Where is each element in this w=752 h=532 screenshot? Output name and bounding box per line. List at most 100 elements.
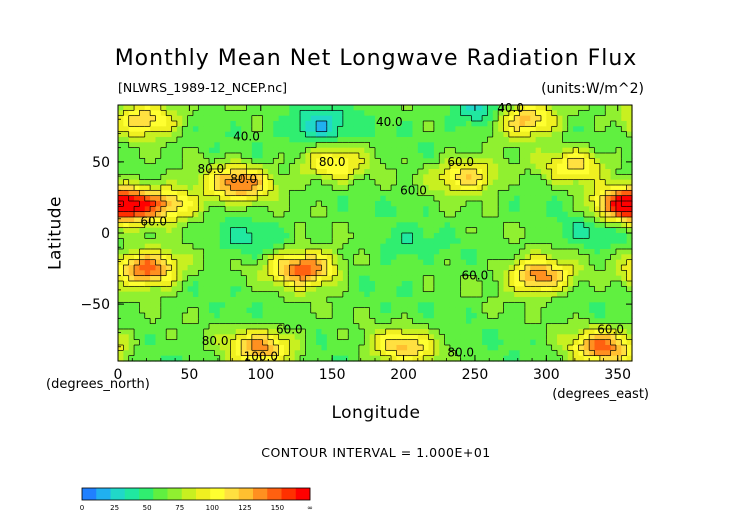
heatmap-cell	[578, 169, 585, 175]
heatmap-cell	[610, 313, 617, 319]
heatmap-cell	[283, 318, 290, 325]
heatmap-cell	[358, 243, 365, 250]
heatmap-cell	[562, 265, 569, 271]
heatmap-cell	[503, 115, 510, 122]
heatmap-cell	[134, 105, 141, 111]
heatmap-cell	[508, 307, 515, 314]
heatmap-cell	[278, 201, 285, 207]
heatmap-cell	[160, 323, 167, 330]
heatmap-cell	[257, 126, 264, 133]
heatmap-cell	[182, 275, 189, 282]
heatmap-cell	[289, 110, 296, 117]
heatmap-cell	[466, 323, 472, 330]
heatmap-cell	[283, 110, 290, 117]
heatmap-cell	[551, 105, 558, 111]
heatmap-cell	[128, 222, 135, 229]
heatmap-cell	[300, 169, 306, 175]
heatmap-cell	[396, 131, 403, 138]
heatmap-cell	[348, 126, 355, 133]
heatmap-cell	[583, 302, 590, 309]
heatmap-cell	[557, 286, 563, 293]
heatmap-cell	[123, 105, 130, 111]
heatmap-cell	[369, 297, 376, 303]
heatmap-cell	[508, 297, 515, 303]
heatmap-cell	[557, 174, 563, 181]
heatmap-cell	[487, 169, 494, 175]
heatmap-cell	[621, 254, 628, 261]
heatmap-cell	[182, 222, 189, 229]
contour-interval-label: CONTOUR INTERVAL = 1.000E+01	[261, 445, 491, 460]
heatmap-cell	[444, 291, 451, 298]
heatmap-cell	[310, 329, 317, 335]
heatmap-cell	[246, 270, 253, 277]
heatmap-cell	[316, 275, 323, 282]
heatmap-cell	[391, 110, 398, 117]
heatmap-cell	[273, 121, 280, 127]
heatmap-cell	[519, 217, 526, 223]
heatmap-cell	[305, 185, 312, 191]
heatmap-cell	[610, 318, 617, 325]
heatmap-cell	[283, 190, 290, 197]
heatmap-cell	[316, 211, 323, 218]
heatmap-cell	[567, 195, 574, 202]
heatmap-cell	[460, 174, 467, 181]
heatmap-cell	[337, 243, 344, 250]
heatmap-cell	[417, 265, 424, 271]
heatmap-cell	[321, 105, 328, 111]
heatmap-cell	[375, 147, 381, 154]
heatmap-cell	[508, 270, 515, 277]
heatmap-cell	[551, 227, 558, 234]
heatmap-cell	[198, 158, 205, 165]
heatmap-cell	[391, 355, 398, 362]
heatmap-cell	[535, 233, 542, 239]
heatmap-cell	[316, 313, 323, 319]
heatmap-cell	[267, 121, 274, 127]
heatmap-cell	[118, 323, 124, 330]
heatmap-cell	[594, 195, 601, 202]
heatmap-cell	[128, 270, 135, 277]
heatmap-cell	[283, 323, 290, 330]
heatmap-cell	[155, 307, 162, 314]
heatmap-cell	[353, 265, 360, 271]
heatmap-cell	[128, 318, 135, 325]
heatmap-cell	[310, 222, 317, 229]
heatmap-cell	[332, 238, 339, 245]
heatmap-cell	[171, 297, 178, 303]
heatmap-cell	[444, 158, 451, 165]
heatmap-cell	[535, 169, 542, 175]
heatmap-cell	[621, 339, 628, 346]
heatmap-cell	[385, 243, 392, 250]
heatmap-cell	[192, 334, 199, 341]
heatmap-cell	[540, 254, 547, 261]
heatmap-cell	[557, 121, 563, 127]
heatmap-cell	[251, 142, 258, 149]
heatmap-cell	[267, 350, 274, 357]
heatmap-cell	[326, 313, 333, 319]
heatmap-cell	[310, 227, 317, 234]
heatmap-cell	[337, 179, 344, 186]
heatmap-cell	[235, 142, 242, 149]
heatmap-cell	[246, 355, 253, 362]
heatmap-cell	[621, 121, 628, 127]
heatmap-cell	[300, 345, 306, 351]
heatmap-cell	[182, 345, 189, 351]
heatmap-cell	[396, 195, 403, 202]
heatmap-cell	[423, 249, 430, 255]
heatmap-cell	[380, 121, 387, 127]
heatmap-cell	[214, 302, 221, 309]
heatmap-cell	[273, 291, 280, 298]
heatmap-cell	[316, 265, 323, 271]
heatmap-cell	[514, 334, 521, 341]
heatmap-cell	[283, 158, 290, 165]
heatmap-cell	[230, 185, 237, 191]
heatmap-cell	[476, 163, 483, 170]
heatmap-cell	[144, 307, 151, 314]
heatmap-cell	[391, 163, 398, 170]
heatmap-cell	[321, 355, 328, 362]
heatmap-cell	[235, 110, 242, 117]
heatmap-cell	[203, 265, 210, 271]
heatmap-cell	[203, 201, 210, 207]
heatmap-cell	[540, 350, 547, 357]
heatmap-cell	[615, 254, 622, 261]
heatmap-cell	[348, 163, 355, 170]
